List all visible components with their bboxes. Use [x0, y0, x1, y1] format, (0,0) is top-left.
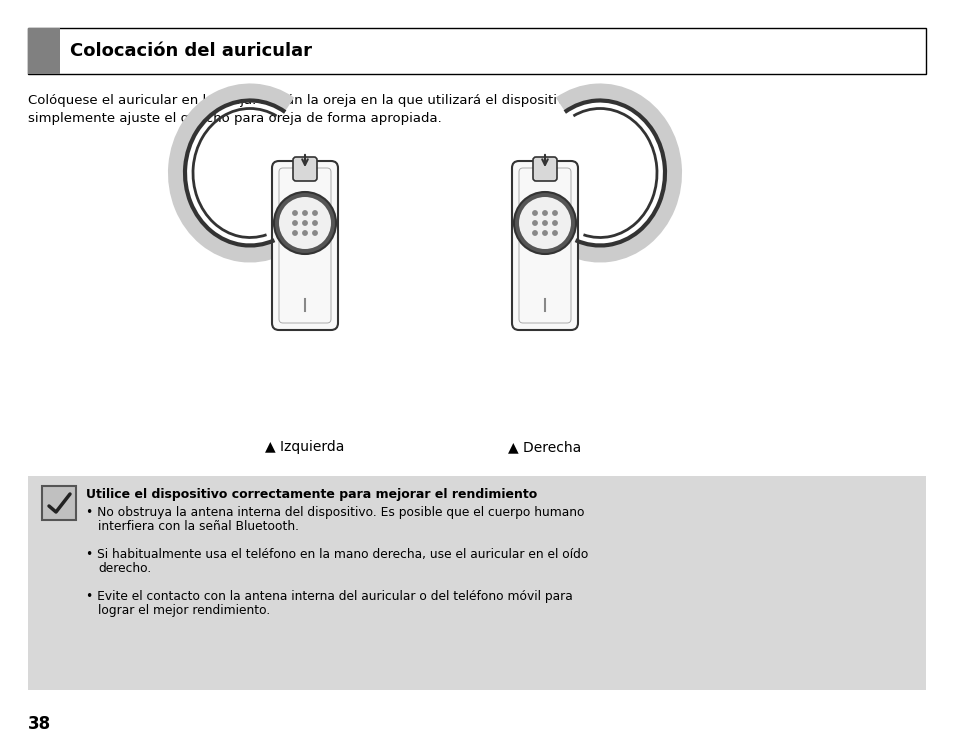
Circle shape: [313, 211, 316, 215]
Text: derecho.: derecho.: [98, 562, 152, 575]
Circle shape: [302, 231, 307, 235]
Circle shape: [532, 231, 537, 235]
Text: ▲ Derecha: ▲ Derecha: [508, 440, 581, 454]
FancyBboxPatch shape: [272, 161, 337, 330]
Circle shape: [542, 221, 547, 226]
Circle shape: [293, 211, 297, 215]
Text: Colóquese el auricular en la oreja. Según la oreja en la que utilizará el dispos: Colóquese el auricular en la oreja. Segú…: [28, 94, 577, 107]
Text: Utilice el dispositivo correctamente para mejorar el rendimiento: Utilice el dispositivo correctamente par…: [86, 488, 537, 501]
Circle shape: [274, 192, 335, 254]
Circle shape: [518, 197, 571, 249]
Text: • Evite el contacto con la antena interna del auricular o del teléfono móvil par: • Evite el contacto con la antena intern…: [86, 590, 572, 603]
Circle shape: [552, 211, 557, 215]
Circle shape: [278, 197, 331, 249]
Circle shape: [313, 231, 316, 235]
Circle shape: [302, 211, 307, 215]
FancyBboxPatch shape: [512, 161, 578, 330]
Text: Colocación del auricular: Colocación del auricular: [70, 42, 312, 60]
Circle shape: [542, 231, 547, 235]
Circle shape: [552, 221, 557, 226]
Bar: [42, 486, 76, 520]
Circle shape: [293, 221, 297, 226]
Text: interfiera con la señal Bluetooth.: interfiera con la señal Bluetooth.: [98, 520, 298, 533]
Circle shape: [542, 211, 547, 215]
Text: simplemente ajuste el gancho para oreja de forma apropiada.: simplemente ajuste el gancho para oreja …: [28, 112, 441, 125]
Text: • Si habitualmente usa el teléfono en la mano derecha, use el auricular en el oí: • Si habitualmente usa el teléfono en la…: [86, 548, 588, 561]
Bar: [28, 28, 925, 74]
Text: 38: 38: [28, 715, 51, 733]
Circle shape: [313, 221, 316, 226]
Circle shape: [302, 221, 307, 226]
Circle shape: [293, 231, 297, 235]
Bar: [28, 28, 60, 74]
Circle shape: [532, 211, 537, 215]
Text: • No obstruya la antena interna del dispositivo. Es posible que el cuerpo humano: • No obstruya la antena interna del disp…: [86, 506, 584, 519]
Text: ▲ Izquierda: ▲ Izquierda: [265, 440, 344, 454]
Circle shape: [532, 221, 537, 226]
Text: lograr el mejor rendimiento.: lograr el mejor rendimiento.: [98, 604, 270, 617]
FancyBboxPatch shape: [533, 157, 557, 181]
FancyBboxPatch shape: [293, 157, 316, 181]
Circle shape: [552, 231, 557, 235]
Bar: [28, 476, 925, 690]
Circle shape: [514, 192, 576, 254]
